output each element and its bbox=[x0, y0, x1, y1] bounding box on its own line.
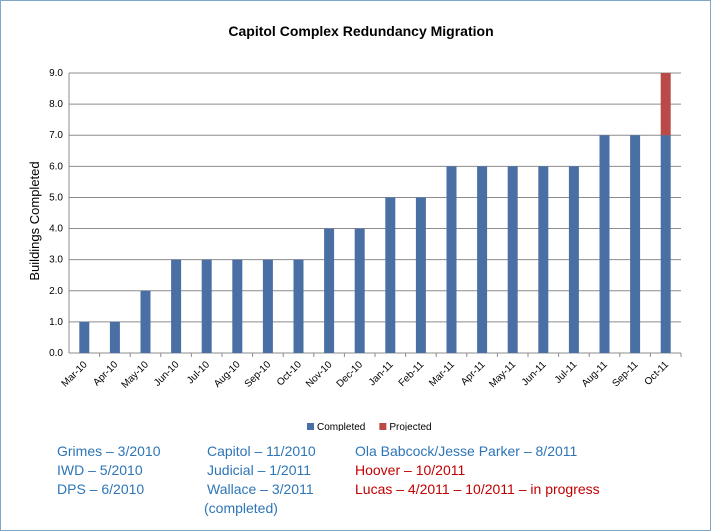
note: Ola Babcock/Jesse Parker – 8/2011 bbox=[355, 443, 578, 459]
legend-swatch bbox=[307, 423, 314, 430]
bar bbox=[293, 259, 304, 353]
y-tick-label: 1.0 bbox=[49, 317, 63, 328]
x-tick-label: Aug-10 bbox=[212, 359, 243, 390]
x-tick-label: Jul-11 bbox=[553, 359, 580, 386]
note: Hoover – 10/2011 bbox=[355, 462, 466, 478]
bar bbox=[79, 321, 90, 353]
x-tick-label: Feb-11 bbox=[397, 359, 427, 389]
bar bbox=[385, 197, 396, 353]
note: Grimes – 3/2010 bbox=[57, 443, 161, 459]
x-tick-label: Oct-11 bbox=[643, 359, 672, 388]
bar bbox=[477, 166, 488, 353]
legend-label: Completed bbox=[317, 422, 365, 431]
bar bbox=[446, 166, 457, 353]
x-tick-label: Jun-11 bbox=[520, 359, 549, 388]
bar bbox=[568, 166, 579, 353]
x-tick-label: Sep-10 bbox=[243, 359, 274, 390]
bar bbox=[201, 259, 212, 353]
bar bbox=[171, 259, 182, 353]
x-tick-label: Apr-11 bbox=[459, 359, 488, 388]
x-tick-label: Mar-11 bbox=[427, 359, 457, 389]
note: Capitol – 11/2010 bbox=[207, 443, 316, 459]
legend-swatch bbox=[379, 423, 387, 430]
note: Judicial – 1/2011 bbox=[207, 462, 312, 478]
bar bbox=[262, 259, 273, 353]
note: DPS – 6/2010 bbox=[57, 481, 145, 497]
bar bbox=[415, 197, 426, 353]
y-tick-label: 3.0 bbox=[49, 255, 63, 266]
x-tick-label: Apr-10 bbox=[91, 359, 120, 388]
y-tick-label: 5.0 bbox=[49, 192, 63, 203]
bar bbox=[538, 166, 549, 353]
legend-label: Projected bbox=[389, 422, 431, 431]
bar bbox=[660, 73, 671, 136]
x-tick-label: May-10 bbox=[120, 359, 152, 391]
bar bbox=[354, 228, 365, 353]
bar bbox=[109, 321, 120, 353]
y-tick-label: 6.0 bbox=[49, 161, 63, 172]
bar bbox=[660, 135, 671, 353]
y-tick-label: 8.0 bbox=[49, 99, 63, 110]
note: IWD – 5/2010 bbox=[57, 462, 143, 478]
bar bbox=[507, 166, 518, 353]
chart-title: Capitol Complex Redundancy Migration bbox=[228, 23, 493, 39]
y-tick-label: 7.0 bbox=[49, 130, 63, 141]
y-tick-label: 2.0 bbox=[49, 286, 63, 297]
y-tick-label: 9.0 bbox=[49, 68, 63, 79]
chart: Capitol Complex Redundancy Migration Bui… bbox=[27, 23, 682, 433]
x-tick-label: May-11 bbox=[487, 359, 518, 390]
y-tick-label: 4.0 bbox=[49, 224, 63, 235]
x-tick-label: Dec-10 bbox=[335, 359, 366, 390]
note: (completed) bbox=[204, 500, 278, 516]
bar bbox=[599, 135, 610, 353]
y-tick-label: 0.0 bbox=[49, 348, 63, 359]
x-tick-label: Aug-11 bbox=[580, 359, 610, 389]
note: Wallace – 3/2011 bbox=[207, 481, 314, 497]
bar bbox=[232, 259, 243, 353]
y-axis-label: Buildings Completed bbox=[27, 161, 42, 280]
bar bbox=[324, 228, 335, 353]
x-tick-label: Sep-11 bbox=[610, 359, 640, 389]
x-tick-label: Jul-10 bbox=[185, 359, 212, 386]
bar bbox=[140, 290, 151, 353]
x-tick-label: Oct-10 bbox=[275, 359, 304, 388]
x-tick-label: Jan-11 bbox=[367, 359, 396, 388]
note: Lucas – 4/2011 – 10/2011 – in progress bbox=[355, 481, 600, 497]
bar bbox=[630, 135, 641, 353]
x-tick-label: Jun-10 bbox=[152, 359, 182, 389]
x-tick-label: Nov-10 bbox=[304, 359, 335, 390]
x-tick-label: Mar-10 bbox=[60, 359, 90, 389]
